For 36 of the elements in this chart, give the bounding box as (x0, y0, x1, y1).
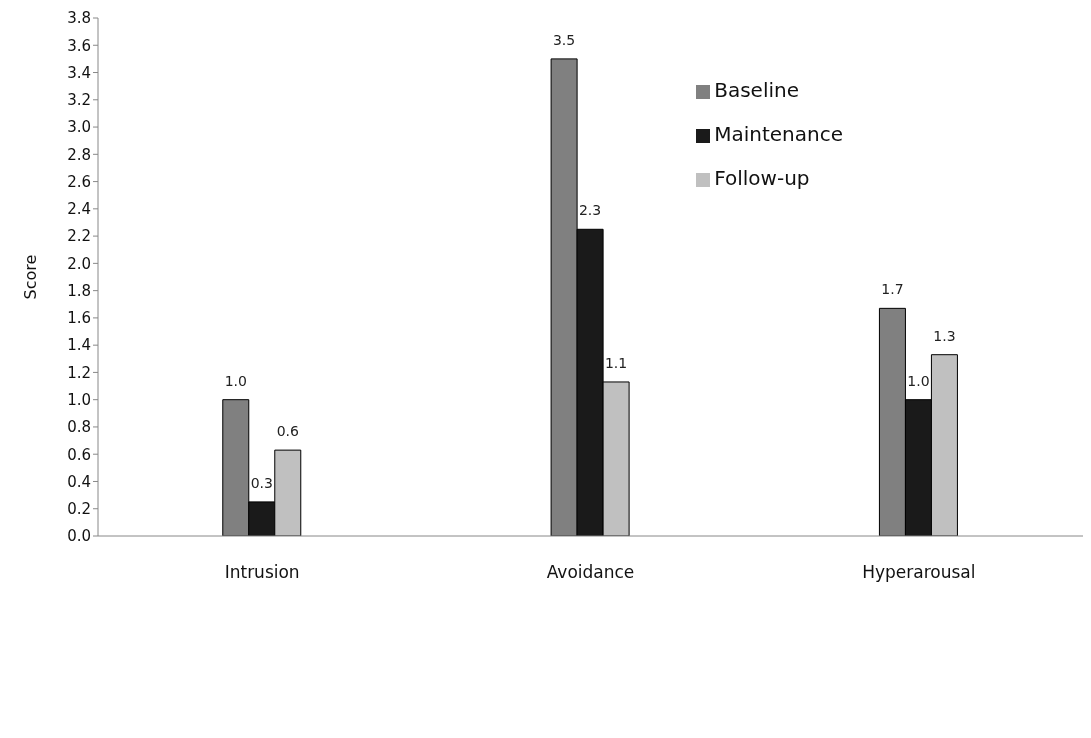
y-tick-label: 1.8 (67, 281, 91, 300)
x-tick-label: Intrusion (224, 562, 300, 583)
x-tick-label: Hyperarousal (862, 562, 976, 583)
y-tick-label: 1.6 (67, 309, 91, 328)
y-tick-label: 2.4 (67, 200, 91, 219)
y-tick-label: 0.6 (67, 445, 91, 464)
legend-label: Follow-up (714, 166, 810, 190)
x-tick-label: Avoidance (546, 562, 635, 583)
y-tick-label: 0.8 (67, 418, 91, 437)
y-tick-label: 1.0 (67, 391, 91, 410)
legend-label: Maintenance (714, 122, 843, 146)
y-tick-label: 2.6 (67, 172, 91, 191)
data-label: 1.3 (933, 327, 956, 344)
y-tick-label: 2.0 (67, 254, 91, 273)
data-label: 1.0 (907, 372, 930, 389)
data-label: 3.5 (552, 31, 576, 48)
data-label: 1.0 (224, 372, 247, 389)
y-tick-label: 0.4 (67, 472, 91, 491)
data-label: 0.3 (250, 474, 273, 491)
data-label: 2.3 (578, 202, 602, 219)
y-tick-label: 1.2 (67, 363, 91, 382)
y-tick-label: 2.2 (67, 227, 91, 246)
y-tick-label: 3.2 (67, 91, 91, 110)
y-axis-title: Score (20, 254, 40, 300)
y-tick-label: 0.2 (67, 500, 91, 519)
legend-label: Baseline (714, 78, 799, 102)
y-tick-label: 1.4 (67, 336, 91, 355)
y-tick-label: 3.4 (67, 63, 91, 82)
y-tick-label: 2.8 (67, 145, 91, 164)
y-tick-label: 3.8 (67, 9, 91, 28)
data-label: 1.7 (881, 281, 904, 298)
data-label: 1.1 (604, 354, 628, 371)
y-tick-label: 0.0 (67, 527, 91, 546)
data-label: 0.6 (276, 423, 299, 440)
y-tick-label: 3.0 (67, 118, 91, 137)
y-tick-label: 3.6 (67, 36, 91, 55)
